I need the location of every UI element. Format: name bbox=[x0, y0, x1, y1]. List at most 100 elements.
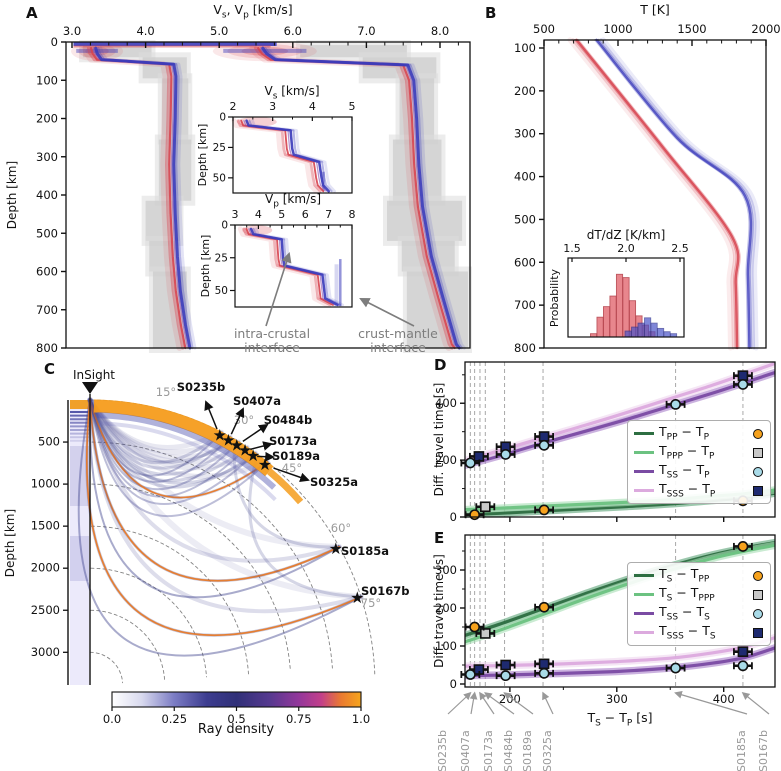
svg-text:1.5: 1.5 bbox=[563, 242, 581, 255]
legend-entry: TSS − TS bbox=[634, 604, 763, 623]
svg-text:1500: 1500 bbox=[677, 22, 706, 36]
intra-crustal-line2: interface bbox=[244, 339, 300, 355]
svg-text:800: 800 bbox=[36, 341, 58, 355]
panel-e-label: E bbox=[434, 529, 445, 547]
svg-text:400: 400 bbox=[713, 692, 735, 706]
legend-marker-square bbox=[753, 627, 763, 638]
svg-text:4: 4 bbox=[255, 208, 262, 221]
svg-text:3: 3 bbox=[232, 208, 239, 221]
svg-text:45°: 45° bbox=[282, 461, 302, 475]
legend-label: TSSS − TS bbox=[659, 623, 716, 642]
legend-marker-square bbox=[753, 589, 763, 600]
svg-text:Depth [km]: Depth [km] bbox=[5, 161, 19, 229]
legend-label: TPP − TP bbox=[659, 424, 709, 443]
svg-text:600: 600 bbox=[36, 265, 58, 279]
event-tick-label-S0185a: S0185a bbox=[735, 730, 748, 771]
svg-text:0.25: 0.25 bbox=[161, 712, 187, 726]
panel-c-label: C bbox=[44, 360, 56, 378]
svg-text:1500: 1500 bbox=[31, 519, 60, 533]
svg-text:1.0: 1.0 bbox=[352, 712, 370, 726]
event-tick-label-S0325a: S0325a bbox=[541, 730, 554, 771]
svg-text:200: 200 bbox=[435, 601, 457, 615]
panel-b-title: T [K] bbox=[640, 2, 670, 17]
intra-crustal-line1: intra-crustal bbox=[233, 326, 311, 341]
svg-text:500: 500 bbox=[36, 226, 58, 240]
svg-text:1000: 1000 bbox=[31, 477, 60, 491]
svg-text:700: 700 bbox=[36, 303, 58, 317]
panel-e-legend: TS − TPP TS − TPPP TSS − TS TSSS − TS bbox=[627, 562, 771, 646]
panel-c-ray-density-plot: 500 1000 1500 2000 2500 3000 Depth [km] 15° 30° 4… bbox=[3, 380, 410, 726]
event-label-S0484b: S0484b bbox=[264, 413, 313, 427]
svg-text:300: 300 bbox=[36, 150, 58, 164]
svg-text:500: 500 bbox=[533, 22, 555, 36]
svg-text:6.0: 6.0 bbox=[284, 24, 302, 38]
crust-mantle-line1: crust-mantle bbox=[358, 326, 438, 341]
svg-text:★: ★ bbox=[213, 426, 227, 445]
svg-text:★: ★ bbox=[258, 455, 272, 474]
svg-text:400: 400 bbox=[36, 188, 58, 202]
svg-text:100: 100 bbox=[514, 41, 536, 55]
intra-crustal-annotation: intra-crustal interface bbox=[212, 327, 332, 354]
svg-text:100: 100 bbox=[435, 639, 457, 653]
svg-text:Diff. travel time [s]: Diff. travel time [s] bbox=[432, 554, 446, 668]
legend-entry: TS − TPP bbox=[634, 566, 763, 585]
svg-text:75°: 75° bbox=[361, 596, 381, 610]
ts-tp-axis-label: TS − TP [s] bbox=[587, 710, 653, 729]
svg-text:400: 400 bbox=[514, 170, 536, 184]
svg-text:300: 300 bbox=[606, 692, 628, 706]
svg-text:Diff. travel time [s]: Diff. travel time [s] bbox=[432, 383, 446, 497]
svg-text:★: ★ bbox=[221, 430, 235, 449]
legend-line-swatch bbox=[634, 573, 654, 578]
event-label-S0167b: S0167b bbox=[361, 584, 410, 598]
svg-text:★: ★ bbox=[329, 539, 343, 558]
svg-text:7.0: 7.0 bbox=[357, 24, 375, 38]
svg-text:0: 0 bbox=[450, 677, 457, 691]
svg-text:4.0: 4.0 bbox=[136, 24, 154, 38]
legend-line-swatch bbox=[634, 630, 654, 635]
svg-text:1000: 1000 bbox=[603, 22, 632, 36]
event-tick-label-S0173a: S0173a bbox=[482, 730, 495, 771]
svg-text:2.0: 2.0 bbox=[617, 242, 635, 255]
legend-line-swatch bbox=[634, 611, 654, 616]
legend-line-swatch bbox=[634, 592, 654, 597]
legend-label: TSS − TS bbox=[659, 604, 710, 623]
panel-e-traveltime-plot: 0 100 200 300 200 300 400 Diff. travel time [s] bbox=[432, 534, 776, 715]
legend-entry: TSS − TP bbox=[634, 462, 763, 481]
svg-text:30°: 30° bbox=[234, 413, 254, 427]
event-label-S0189a: S0189a bbox=[272, 449, 320, 463]
svg-text:Depth [km]: Depth [km] bbox=[3, 509, 17, 577]
crust-mantle-line2: interface bbox=[370, 339, 426, 355]
svg-text:0: 0 bbox=[450, 510, 457, 524]
svg-text:8.0: 8.0 bbox=[431, 24, 449, 38]
svg-text:800: 800 bbox=[514, 341, 536, 355]
svg-text:2.5: 2.5 bbox=[671, 242, 689, 255]
legend-line-swatch bbox=[634, 469, 654, 474]
svg-text:50: 50 bbox=[215, 285, 228, 297]
legend-label: TSSS − TP bbox=[659, 481, 716, 500]
svg-text:25: 25 bbox=[213, 142, 226, 154]
legend-entry: TPPP − TP bbox=[634, 443, 763, 462]
insight-station-label: InSight bbox=[72, 368, 116, 382]
legend-entry: TS − TPPP bbox=[634, 585, 763, 604]
svg-text:0.0: 0.0 bbox=[103, 712, 121, 726]
svg-text:Probability: Probability bbox=[548, 268, 561, 327]
legend-marker-circle bbox=[753, 466, 763, 477]
event-label-S0325a: S0325a bbox=[310, 475, 358, 489]
svg-text:200: 200 bbox=[499, 692, 521, 706]
svg-text:3000: 3000 bbox=[31, 645, 60, 659]
svg-text:50: 50 bbox=[213, 172, 226, 184]
svg-text:★: ★ bbox=[230, 435, 244, 454]
svg-text:3: 3 bbox=[269, 100, 276, 113]
event-tick-label-S0407a: S0407a bbox=[459, 730, 472, 771]
svg-text:Depth [km]: Depth [km] bbox=[199, 235, 212, 298]
inset-vp-title: Vp [km/s] bbox=[264, 192, 322, 210]
legend-marker-circle bbox=[753, 428, 763, 439]
svg-text:2000: 2000 bbox=[751, 22, 780, 36]
legend-entry: TSSS − TP bbox=[634, 481, 763, 500]
panel-b-label: B bbox=[485, 4, 497, 22]
svg-text:500: 500 bbox=[514, 212, 536, 226]
legend-marker-square bbox=[753, 485, 763, 496]
event-tick-label-S0167b: S0167b bbox=[757, 730, 770, 771]
svg-text:200: 200 bbox=[36, 112, 58, 126]
